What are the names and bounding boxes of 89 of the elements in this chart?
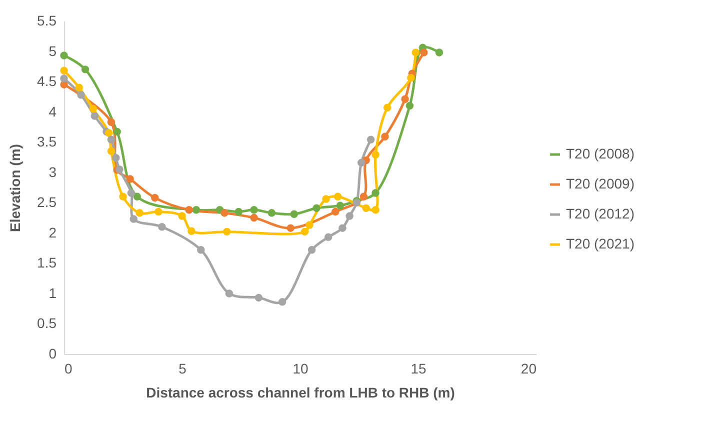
point [225, 290, 234, 298]
point [136, 209, 144, 217]
point [268, 209, 276, 217]
y-tick-label: 2 [48, 224, 57, 240]
point [133, 192, 142, 200]
y-tick-label: 3 [48, 164, 57, 180]
y-tick-label: 4.5 [37, 73, 57, 90]
point [324, 233, 332, 242]
point [357, 158, 366, 167]
x-tick-label: 15 [410, 360, 426, 376]
y-tick-label: 5 [48, 42, 57, 59]
point [407, 74, 415, 82]
point [220, 209, 228, 217]
x-tick-label: 5 [178, 360, 187, 376]
point [406, 102, 414, 110]
y-tick-label: 0 [48, 346, 57, 362]
point [286, 224, 294, 232]
point [401, 95, 409, 103]
point [300, 228, 309, 236]
point [197, 246, 205, 254]
point [150, 194, 159, 202]
point [332, 208, 340, 216]
point [89, 104, 97, 113]
y-tick-label: 2.5 [37, 194, 57, 210]
point [308, 246, 316, 254]
point [81, 66, 90, 74]
point [119, 192, 127, 200]
x-tick-label: 20 [520, 360, 537, 376]
point [107, 118, 116, 126]
x-tick-label: 0 [64, 360, 72, 376]
point [126, 175, 134, 183]
point [75, 84, 83, 92]
point [90, 112, 99, 120]
point [362, 204, 370, 212]
point [336, 202, 344, 210]
point [360, 192, 368, 200]
point [338, 224, 346, 232]
point [185, 206, 193, 214]
point [278, 298, 286, 306]
point [372, 150, 380, 159]
point [116, 165, 124, 174]
y-tick-label: 3.5 [37, 134, 57, 150]
point [107, 136, 116, 144]
point [192, 206, 200, 214]
point [158, 222, 166, 231]
y-tick-label: 4 [48, 103, 57, 120]
legend-label: T20 (2012) [566, 206, 634, 222]
y-tick-label: 5.5 [37, 12, 57, 28]
point [372, 189, 380, 197]
point [234, 208, 243, 216]
point [222, 228, 231, 236]
legend-label: T20 (2009) [566, 176, 634, 192]
x-axis-title: Distance across channel from LHB to RHB (m) [146, 384, 455, 400]
point [306, 221, 314, 229]
point [113, 128, 121, 136]
point [250, 206, 258, 214]
y-tick-label: 1.5 [37, 254, 57, 271]
point [154, 208, 162, 216]
point [366, 136, 375, 144]
point [178, 212, 186, 220]
point [60, 66, 68, 75]
point [250, 214, 258, 222]
point [112, 154, 120, 162]
point [420, 48, 428, 56]
point [254, 294, 263, 302]
point [60, 74, 68, 82]
point [435, 48, 444, 56]
y-axis-title: Elevation (m) [7, 144, 24, 232]
y-tick-label: 1 [48, 284, 57, 301]
point [290, 210, 298, 218]
point [130, 215, 138, 223]
point [322, 195, 330, 203]
y-tick-label: 0.5 [37, 315, 57, 332]
point [188, 227, 196, 235]
point [346, 212, 354, 220]
point [383, 104, 392, 112]
point [381, 132, 389, 141]
legend-label: T20 (2021) [566, 236, 634, 252]
point [312, 204, 320, 212]
x-tick-label: 10 [292, 360, 308, 376]
point [127, 189, 136, 197]
point [107, 147, 116, 156]
point [77, 91, 85, 99]
point [334, 192, 342, 200]
point [60, 52, 68, 60]
legend-label: T20 (2008) [566, 146, 634, 162]
point [372, 206, 380, 214]
point [104, 129, 113, 137]
point [412, 48, 420, 56]
